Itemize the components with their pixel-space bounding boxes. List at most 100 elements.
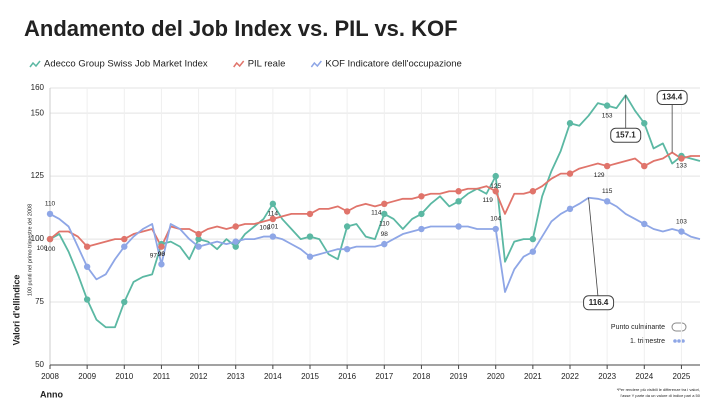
- quarter-dot: [232, 223, 239, 230]
- x-tick-label: 2025: [673, 372, 691, 381]
- quarter-dot: [269, 233, 277, 240]
- footnote: *Per rendere più visibili le differenze …: [617, 387, 700, 392]
- x-tick-label: 2024: [635, 372, 653, 381]
- quarter-dot: [232, 238, 239, 245]
- legend-note-icon: [673, 339, 685, 343]
- quarter-dot: [603, 198, 611, 205]
- series-line: [49, 196, 701, 293]
- quarter-dot: [343, 245, 351, 253]
- legend-icon: [310, 60, 322, 68]
- quarter-dot: [603, 162, 611, 170]
- x-axis-label: Anno: [40, 389, 63, 399]
- legend-icon: [233, 60, 245, 68]
- data-label: 97: [150, 252, 158, 259]
- callout-line: [588, 197, 599, 303]
- data-label: 104: [490, 216, 501, 223]
- quarter-dot: [121, 235, 128, 243]
- quarter-dot: [529, 188, 537, 195]
- quarter-dot: [343, 223, 351, 230]
- quarter-dot: [83, 263, 91, 270]
- legend-note-icon: [671, 322, 687, 332]
- quarter-dot: [678, 228, 685, 235]
- quarter-dot: [306, 233, 314, 240]
- x-tick-label: 2013: [227, 372, 245, 381]
- quarter-dot: [46, 235, 54, 243]
- legend-label: KOF Indicatore dell'occupazione: [325, 59, 461, 70]
- quarter-dot: [641, 120, 648, 127]
- quarter-dot: [195, 243, 202, 250]
- y-tick-label: 75: [35, 297, 44, 306]
- data-label: 98: [158, 251, 166, 258]
- data-label: 114: [371, 210, 382, 217]
- quarter-dot: [343, 208, 351, 215]
- data-label: 101: [267, 223, 278, 230]
- quarter-dot: [381, 200, 388, 208]
- quarter-dot: [83, 296, 91, 303]
- data-label: 153: [602, 112, 613, 119]
- quarter-dot: [641, 220, 648, 228]
- quarter-dot: [195, 235, 202, 243]
- data-label: 129: [594, 172, 605, 179]
- quarter-dot: [603, 102, 611, 109]
- data-label: 98: [381, 231, 389, 238]
- quarter-dot: [455, 223, 462, 230]
- x-tick-label: 2008: [41, 372, 59, 381]
- y-axis-label: Valori d'ellindice: [11, 275, 21, 346]
- x-tick-label: 2010: [115, 372, 133, 381]
- quarter-dot: [306, 253, 314, 260]
- data-label: 114: [268, 211, 279, 218]
- quarter-dot: [566, 120, 574, 127]
- x-tick-label: 2012: [190, 372, 208, 381]
- legend-note: 1. trimestre: [630, 338, 665, 345]
- y-tick-label: 160: [31, 83, 45, 92]
- quarter-dot: [381, 240, 388, 248]
- chart-title: Andamento del Job Index vs. PIL vs. KOF: [24, 16, 458, 41]
- y-tick-label: 125: [31, 171, 45, 180]
- quarter-dot: [46, 210, 54, 218]
- x-tick-label: 2022: [561, 372, 579, 381]
- callout-label: 116.4: [589, 298, 609, 307]
- quarter-dot: [269, 200, 277, 208]
- x-tick-label: 2018: [413, 372, 431, 381]
- quarter-dot: [529, 235, 537, 243]
- y-axis-sublabel: 100 punti nel primo trimestre del 2008: [27, 204, 33, 296]
- x-tick-label: 2009: [78, 372, 96, 381]
- data-label: 133: [676, 163, 687, 170]
- data-label: 119: [483, 197, 494, 204]
- callout-box: [656, 89, 688, 105]
- callout-box: [610, 127, 642, 143]
- quarter-dot: [381, 210, 388, 218]
- quarter-dot: [492, 172, 499, 180]
- x-tick-label: 2020: [487, 372, 505, 381]
- quarter-dot: [418, 193, 425, 200]
- quarter-dot: [83, 243, 91, 250]
- quarter-dot: [195, 230, 202, 238]
- x-tick-label: 2011: [153, 372, 171, 381]
- callout-label: 157.1: [616, 130, 637, 139]
- x-tick-label: 2023: [598, 372, 616, 381]
- x-tick-label: 2021: [524, 372, 542, 381]
- quarter-dot: [158, 261, 165, 268]
- legend-label: PIL reale: [248, 59, 286, 70]
- data-label: 100: [45, 246, 56, 253]
- x-tick-label: 2014: [264, 372, 282, 381]
- quarter-dot: [269, 215, 277, 223]
- quarter-dot: [492, 225, 499, 233]
- quarter-dot: [418, 225, 425, 233]
- quarter-dot: [492, 188, 499, 195]
- y-tick-label: 150: [31, 108, 45, 117]
- x-tick-label: 2016: [338, 372, 356, 381]
- x-tick-label: 2017: [375, 372, 393, 381]
- quarter-dot: [418, 210, 425, 218]
- quarter-dot: [641, 162, 648, 170]
- quarter-dot: [566, 170, 574, 177]
- quarter-dot: [158, 243, 165, 250]
- quarter-dot: [306, 210, 314, 218]
- quarter-dot: [678, 155, 685, 162]
- x-tick-label: 2015: [301, 372, 319, 381]
- data-label: 90: [158, 251, 166, 258]
- data-label: 100: [37, 245, 48, 252]
- data-label: 108: [259, 225, 270, 232]
- y-tick-label: 100: [31, 234, 45, 243]
